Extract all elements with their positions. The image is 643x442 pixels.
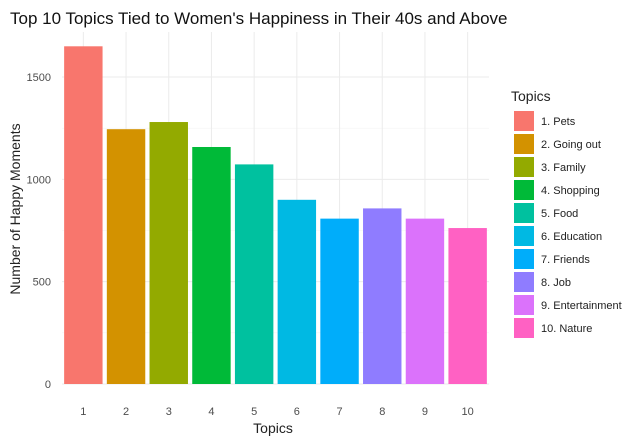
x-axis-ticks: 1 2 3 4 5 6 7 8 9 10 (80, 406, 473, 418)
x-tick-label: 4 (208, 406, 214, 418)
x-tick-label: 7 (336, 406, 342, 418)
bar-9 (405, 218, 445, 384)
y-tick-label: 0 (45, 379, 51, 391)
x-tick-label: 10 (462, 406, 474, 418)
legend-label: 6. Education (541, 231, 602, 243)
legend-label: 1. Pets (541, 116, 576, 128)
y-axis-title: Number of Happy Moments (7, 123, 23, 294)
legend-label: 3. Family (541, 162, 586, 174)
x-tick-label: 9 (422, 406, 428, 418)
y-tick-label: 500 (33, 277, 51, 289)
bar-2 (106, 129, 146, 384)
x-axis-title: Topics (253, 420, 293, 436)
x-tick-label: 8 (379, 406, 385, 418)
y-tick-label: 1500 (27, 72, 51, 84)
legend-key (514, 295, 534, 315)
legend-title: Topics (511, 88, 551, 104)
bar-5 (234, 164, 274, 384)
legend-label: 8. Job (541, 277, 571, 289)
legend-label: 4. Shopping (541, 185, 600, 197)
x-tick-label: 6 (294, 406, 300, 418)
bar-7 (320, 218, 359, 384)
legend-key (514, 226, 534, 246)
legend-key (514, 249, 534, 269)
bar-4 (192, 146, 231, 384)
legend-key (514, 272, 534, 292)
legend-label: 10. Nature (541, 323, 592, 335)
x-tick-label: 2 (123, 406, 129, 418)
x-tick-label: 5 (251, 406, 257, 418)
legend-key (514, 203, 534, 223)
legend: Topics 1. Pets 2. Going out 3. Family 4. Sh… (511, 88, 622, 338)
bar-1 (64, 46, 103, 385)
legend-key (514, 111, 534, 131)
y-axis-ticks: 0 500 1000 1500 (27, 72, 51, 391)
legend-key (514, 318, 534, 338)
x-tick-label: 1 (80, 406, 86, 418)
legend-label: 2. Going out (541, 139, 601, 151)
chart-title: Top 10 Topics Tied to Women's Happiness … (10, 9, 508, 28)
legend-key (514, 157, 534, 177)
legend-label: 9. Entertainment (541, 300, 622, 312)
legend-key (514, 134, 534, 154)
legend-label: 5. Food (541, 208, 578, 220)
legend-label: 7. Friends (541, 254, 590, 266)
x-tick-label: 3 (166, 406, 172, 418)
bars (64, 46, 487, 385)
bar-8 (363, 208, 402, 384)
y-tick-label: 1000 (27, 174, 51, 186)
legend-key (514, 180, 534, 200)
bar-6 (277, 199, 317, 384)
bar-3 (149, 122, 188, 384)
bar-10 (448, 228, 487, 384)
